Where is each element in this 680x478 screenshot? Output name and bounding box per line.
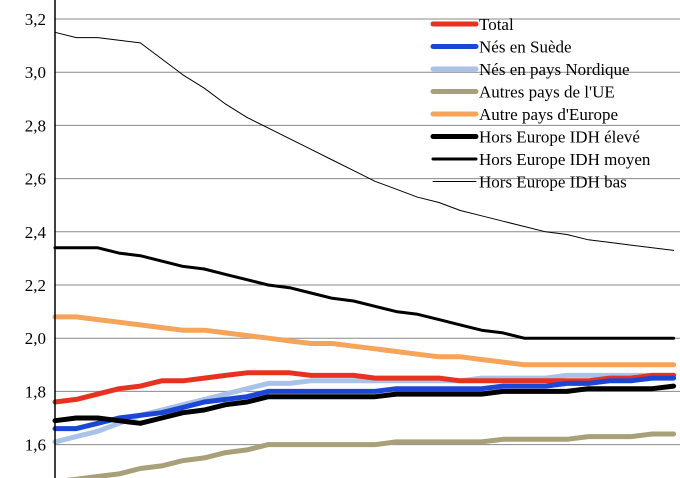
series-line-6 (53, 246, 676, 340)
series-line-4 (52, 314, 677, 368)
y-tick-label: 2,4 (25, 223, 47, 242)
y-tick-label: 3,2 (25, 10, 46, 29)
legend-label: Nés en pays Nordique (479, 60, 630, 79)
series-line-1 (52, 375, 677, 432)
y-tick-label: 1,6 (25, 436, 46, 455)
legend-label: Hors Europe IDH bas (479, 173, 627, 192)
legend-label: Total (479, 15, 514, 34)
y-tick-label: 2,8 (25, 116, 46, 135)
y-tick-labels: 1,6 1,8 2,0 2,2 2,4 2,6 2,8 3,0 3,2 (25, 10, 47, 455)
series-line-5 (52, 383, 677, 426)
series-line-0 (52, 370, 677, 405)
y-tick-label: 1,8 (25, 382, 46, 401)
y-tick-label: 3,0 (25, 63, 46, 82)
gridlines (55, 18, 680, 446)
y-tick-label: 2,6 (25, 170, 46, 189)
legend-label: Hors Europe IDH moyen (479, 150, 651, 169)
series-lines (52, 31, 677, 478)
y-tick-label: 2,0 (25, 329, 46, 348)
legend-label: Nés en Suède (479, 38, 572, 57)
legend-label: Autre pays d'Europe (479, 105, 618, 124)
legend: Total Nés en Suède Nés en pays Nordique Aut… (430, 15, 651, 192)
legend-label: Autres pays de l'UE (479, 83, 615, 102)
legend-label: Hors Europe IDH élevé (479, 128, 640, 147)
series-line-3 (65, 431, 677, 478)
y-tick-label: 2,2 (25, 276, 46, 295)
series-line-7 (54, 31, 675, 251)
